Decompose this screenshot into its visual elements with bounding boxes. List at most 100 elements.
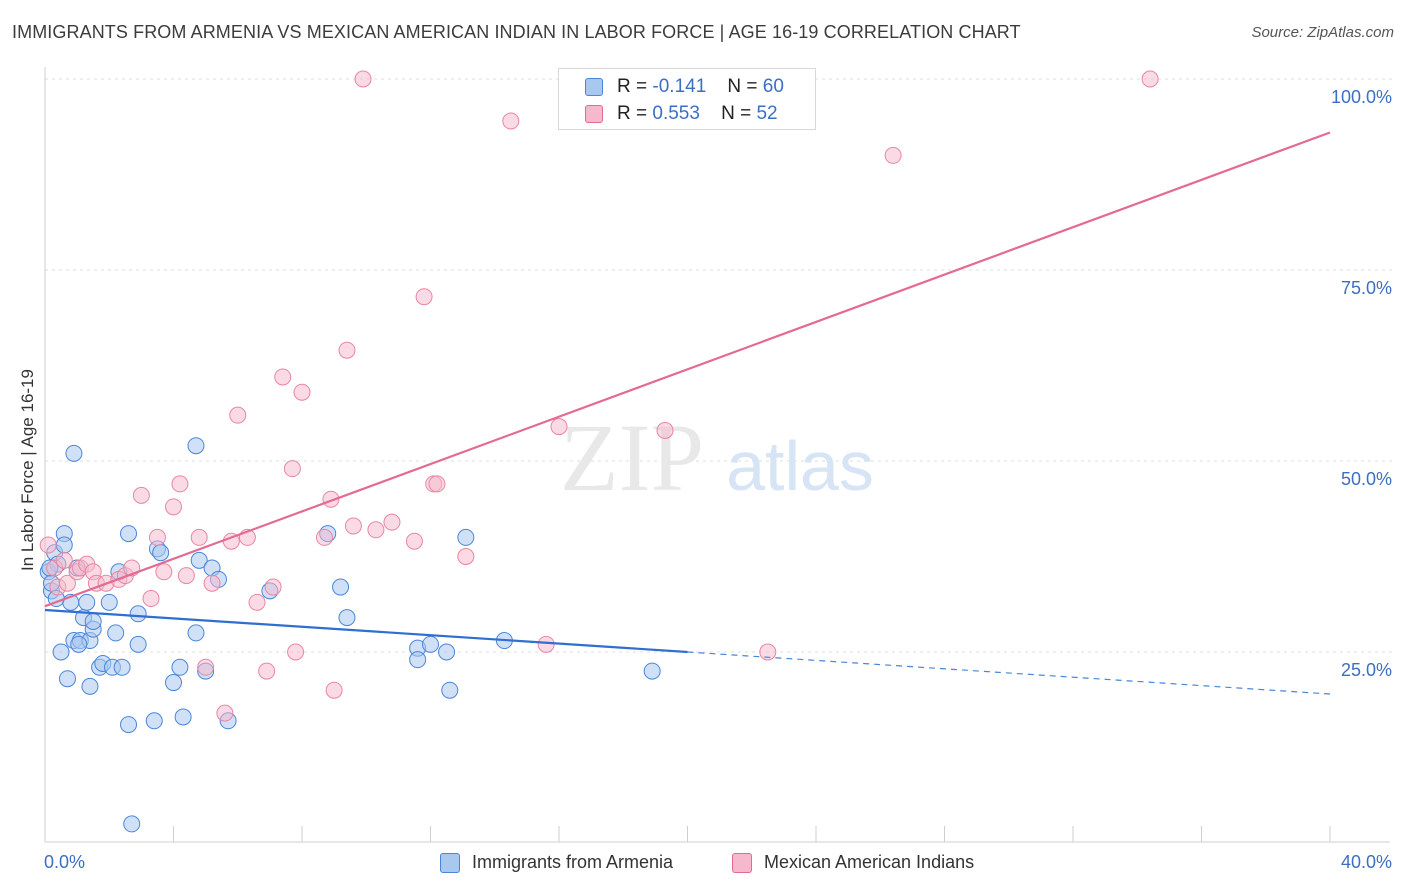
point-mexican-american-indian [759,643,777,661]
point-mexican-american-indian [132,486,150,504]
point-mexican-american-indian [39,536,57,554]
point-mexican-american-indian [884,146,902,164]
data-points [39,70,1159,833]
point-mexican-american-indian [405,532,423,550]
legend-n-label: N = [721,103,752,124]
y-tick-50: 50.0% [1340,469,1392,489]
point-mexican-american-indian [248,593,266,611]
point-armenia [187,624,205,642]
watermark: ZIP atlas [560,404,874,511]
point-mexican-american-indian [190,528,208,546]
point-armenia [643,662,661,680]
point-mexican-american-indian [315,528,333,546]
point-armenia [187,437,205,455]
point-mexican-american-indian [142,590,160,608]
y-tick-75: 75.0% [1340,278,1392,298]
point-armenia [123,815,141,833]
point-armenia [78,593,96,611]
point-mexican-american-indian [216,704,234,722]
point-armenia [190,551,208,569]
point-armenia [120,525,138,543]
point-mexican-american-indian [264,578,282,596]
point-mexican-american-indian [274,368,292,386]
point-mexican-american-indian [537,635,555,653]
watermark-zip: ZIP [560,404,704,511]
point-mexican-american-indian [148,528,166,546]
bottom-legend-swatch-blue [440,853,460,873]
point-armenia [145,712,163,730]
point-armenia [332,578,350,596]
point-mexican-american-indian [502,112,520,130]
legend-swatch-pink [585,105,603,123]
grid-lines [45,78,1392,653]
point-mexican-american-indian [58,574,76,592]
point-mexican-american-indian [177,567,195,585]
point-mexican-american-indian [656,421,674,439]
point-armenia [129,605,147,623]
point-armenia [174,708,192,726]
point-mexican-american-indian [203,574,221,592]
point-mexican-american-indian [55,551,73,569]
x-tick-max: 40.0% [1340,852,1392,872]
point-mexican-american-indian [197,658,215,676]
point-mexican-american-indian [283,460,301,478]
correlation-legend: R = -0.141 N = 60 R = 0.553 N = 52 [558,68,816,130]
bottom-legend-label: Immigrants from Armenia [472,852,674,872]
point-armenia [113,658,131,676]
point-armenia [55,536,73,554]
legend-r-label: R = [617,76,648,97]
point-mexican-american-indian [550,418,568,436]
point-armenia [409,651,427,669]
point-armenia [165,674,182,692]
point-armenia [58,670,76,688]
trend-lines [44,131,1331,695]
legend-swatch-blue [585,78,603,96]
axes [44,67,1390,843]
point-armenia [422,635,439,653]
y-tick-100: 100.0% [1330,87,1392,107]
point-mexican-american-indian [1141,70,1159,88]
point-mexican-american-indian [338,341,356,359]
point-mexican-american-indian [287,643,305,661]
point-mexican-american-indian [165,498,182,516]
point-mexican-american-indian [155,563,173,581]
point-armenia [81,677,99,695]
x-tick-min: 0.0% [44,852,86,872]
point-armenia [107,624,125,642]
bottom-legend-label: Mexican American Indians [764,852,975,872]
point-armenia [70,635,88,653]
point-armenia [120,716,138,734]
point-mexican-american-indian [428,475,446,493]
point-mexican-american-indian [383,513,401,531]
legend-r-value: -0.141 [652,76,707,97]
point-armenia [100,593,118,611]
point-mexican-american-indian [258,662,276,680]
trend-line-mexican-american-indian [44,131,1331,608]
point-armenia [338,609,356,627]
point-mexican-american-indian [229,406,247,424]
legend-r-value: 0.553 [652,103,700,124]
point-mexican-american-indian [367,521,385,539]
watermark-atlas: atlas [726,427,874,505]
point-armenia [441,681,459,699]
point-mexican-american-indian [457,548,475,565]
bottom-legend-swatch-pink [732,853,752,873]
point-armenia [52,643,70,661]
legend-n-label: N = [727,76,758,97]
source-label: Source: ZipAtlas.com [1251,24,1394,41]
point-mexican-american-indian [354,70,372,88]
point-mexican-american-indian [293,383,311,401]
trend-line-armenia-extension [687,651,1331,695]
point-mexican-american-indian [171,475,189,493]
y-axis-label: In Labor Force | Age 16-19 [18,369,37,571]
legend-r-label: R = [617,103,648,124]
point-armenia [129,635,147,653]
y-tick-25: 25.0% [1340,660,1392,680]
point-mexican-american-indian [344,517,362,535]
point-armenia [438,643,456,661]
point-armenia [65,444,83,462]
point-armenia [152,544,170,562]
point-armenia [171,658,189,676]
legend-n-value: 60 [762,76,784,97]
